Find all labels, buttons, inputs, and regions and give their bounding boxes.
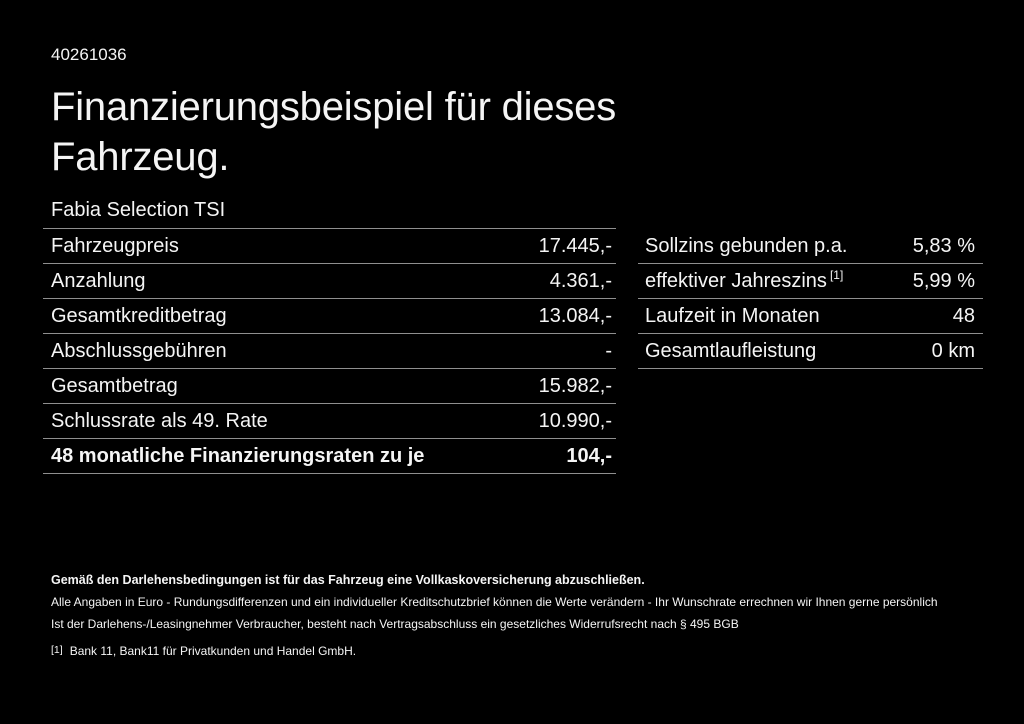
row-value: 104,- (566, 444, 612, 467)
row-label: Laufzeit in Monaten (645, 304, 820, 327)
financing-row-schlussrate: Schlussrate als 49. Rate 10.990,- (43, 404, 616, 439)
footnote-ref: [1] (829, 267, 844, 282)
financing-row-monatsrate: 48 monatliche Finanzierungsraten zu je 1… (43, 439, 616, 474)
row-value: 13.084,- (538, 304, 612, 327)
row-value: 15.982,- (538, 374, 612, 397)
disclaimer-line-2: Ist der Darlehens-/Leasingnehmer Verbrau… (51, 617, 739, 631)
footer: Gemäß den Darlehensbedingungen ist für d… (51, 569, 981, 663)
financing-row-anzahlung: Anzahlung 4.361,- (43, 264, 616, 299)
financing-table: Fahrzeugpreis 17.445,- Anzahlung 4.361,-… (43, 228, 616, 474)
financing-row-gesamtkreditbetrag: Gesamtkreditbetrag 13.084,- (43, 299, 616, 334)
row-value: 5,99 % (912, 269, 975, 292)
vehicle-name: Fabia Selection TSI (51, 199, 226, 221)
row-value: 17.445,- (538, 234, 612, 257)
row-value: 48 (952, 304, 975, 327)
rates-row-gesamtlaufleistung: Gesamtlaufleistung 0 km (638, 334, 983, 369)
row-label: Sollzins gebunden p.a. (645, 234, 848, 257)
row-label: 48 monatliche Finanzierungsraten zu je (51, 444, 425, 467)
footnote-text: Bank 11, Bank11 für Privatkunden und Han… (69, 644, 357, 658)
document-number: 40261036 (51, 45, 127, 64)
financing-row-abschlussgebuehren: Abschlussgebühren - (43, 334, 616, 369)
row-label: effektiver Jahreszins [1] (645, 267, 844, 292)
row-label: Anzahlung (51, 269, 146, 292)
page-title-line1: Finanzierungsbeispiel für dieses (51, 85, 617, 129)
row-value: 0 km (931, 339, 975, 362)
row-value: 4.361,- (549, 269, 612, 292)
rates-row-laufzeit: Laufzeit in Monaten 48 (638, 299, 983, 334)
row-label: Gesamtbetrag (51, 374, 178, 397)
row-label: Fahrzeugpreis (51, 234, 179, 257)
footnote-marker: [1] (51, 644, 63, 656)
row-label: Abschlussgebühren (51, 339, 227, 362)
rates-row-sollzins: Sollzins gebunden p.a. 5,83 % (638, 229, 983, 264)
row-label: Gesamtkreditbetrag (51, 304, 227, 327)
insurance-note: Gemäß den Darlehensbedingungen ist für d… (51, 573, 645, 587)
row-value: - (605, 339, 612, 362)
disclaimer-line-1: Alle Angaben in Euro - Rundungsdifferenz… (51, 595, 938, 609)
footnote: [1] Bank 11, Bank11 für Privatkunden und … (51, 640, 981, 663)
row-label: Gesamtlaufleistung (645, 339, 817, 362)
row-value: 10.990,- (538, 409, 612, 432)
row-value: 5,83 % (912, 234, 975, 257)
row-label: Schlussrate als 49. Rate (51, 409, 268, 432)
rates-row-effektiver-jahreszins: effektiver Jahreszins [1] 5,99 % (638, 264, 983, 299)
financing-row-fahrzeugpreis: Fahrzeugpreis 17.445,- (43, 229, 616, 264)
rates-table: Sollzins gebunden p.a. 5,83 % effektiver… (638, 229, 983, 369)
financing-row-gesamtbetrag: Gesamtbetrag 15.982,- (43, 369, 616, 404)
page-title-line2: Fahrzeug. (51, 135, 230, 179)
page-title: Finanzierungsbeispiel für dieses Fahrzeu… (51, 82, 616, 182)
